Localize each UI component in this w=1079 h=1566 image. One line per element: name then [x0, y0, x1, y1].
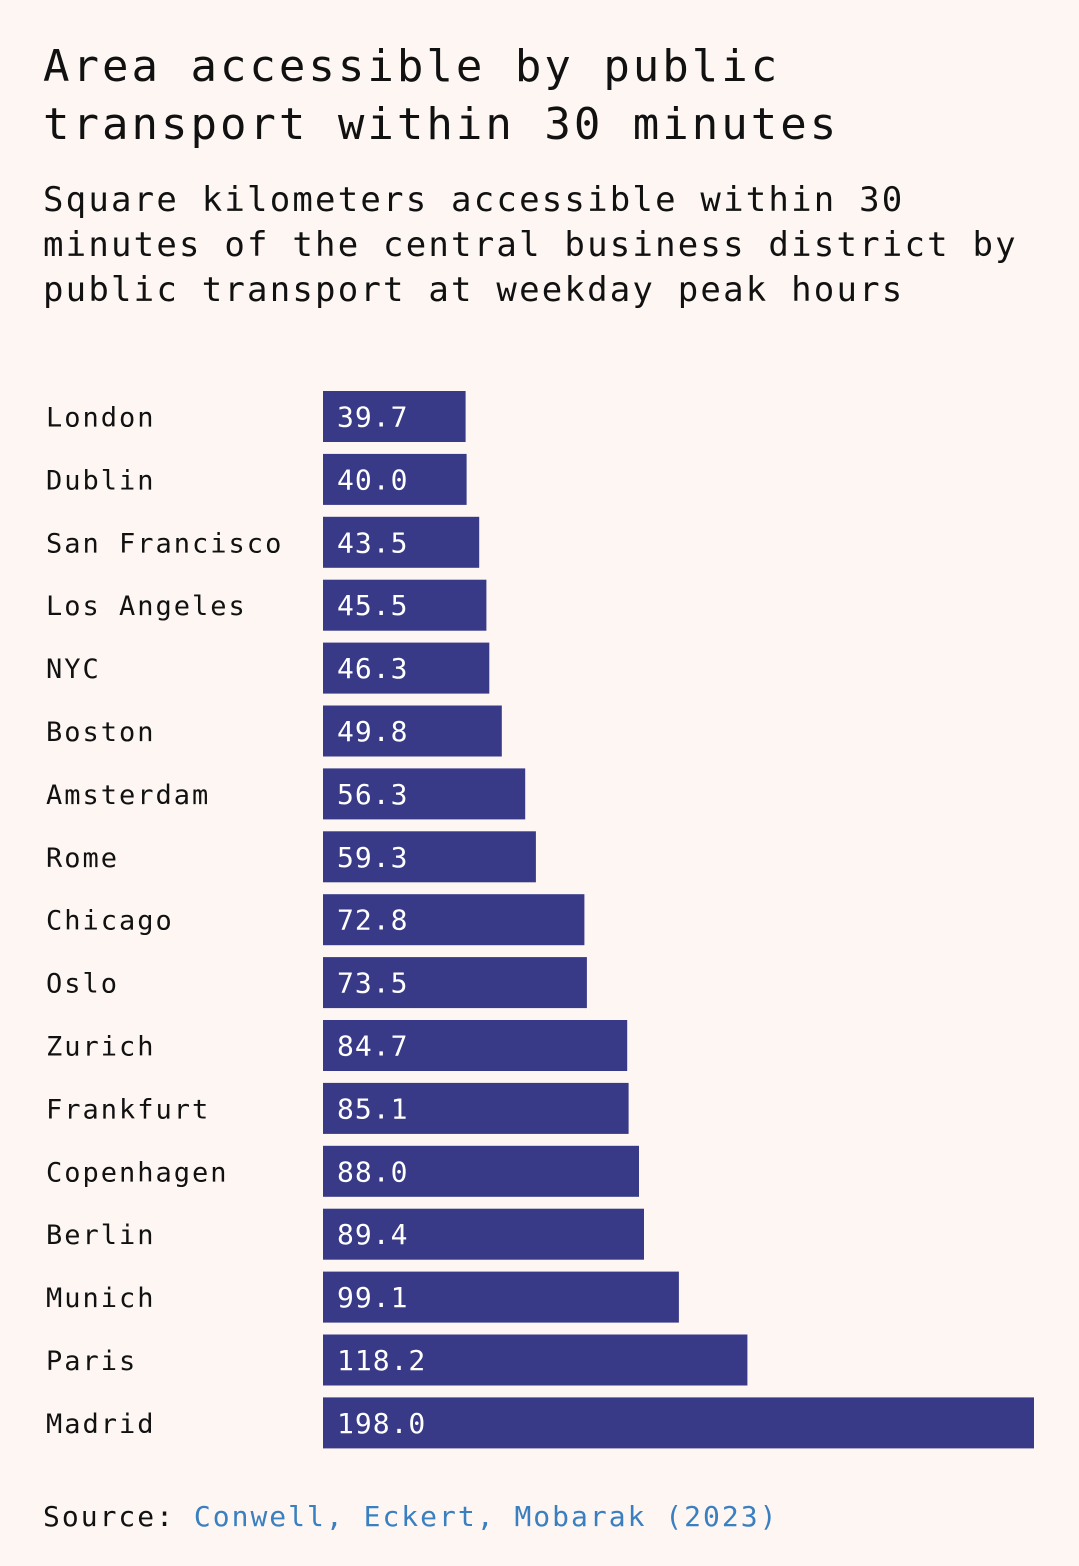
- category-label: Amsterdam: [46, 780, 210, 811]
- value-label: 46.3: [337, 652, 408, 685]
- bar: [323, 1082, 629, 1134]
- value-label: 85.1: [337, 1092, 408, 1125]
- chart-title: Area accessible by public transport with…: [43, 41, 840, 150]
- value-label: 73.5: [337, 967, 408, 1000]
- category-label: Dublin: [46, 465, 156, 496]
- value-label: 89.4: [337, 1218, 408, 1251]
- category-label: Munich: [46, 1283, 156, 1314]
- category-label: Oslo: [46, 969, 119, 1000]
- value-label: 43.5: [337, 526, 408, 559]
- category-label: Copenhagen: [46, 1157, 229, 1188]
- category-label: Rome: [46, 843, 119, 874]
- bar: [323, 831, 536, 883]
- category-label: NYC: [46, 654, 101, 685]
- value-label: 45.5: [337, 589, 408, 622]
- category-label: London: [46, 403, 156, 434]
- chart-subtitle: Square kilometers accessible within 30 m…: [43, 180, 1018, 310]
- category-label: Zurich: [46, 1032, 156, 1063]
- source-line: Source: Conwell, Eckert, Mobarak (2023): [43, 1500, 778, 1533]
- category-label: San Francisco: [46, 528, 283, 559]
- value-label: 56.3: [337, 778, 408, 811]
- value-label: 49.8: [337, 715, 408, 748]
- value-label: 118.2: [337, 1344, 426, 1377]
- category-label: Berlin: [46, 1220, 156, 1251]
- value-label: 39.7: [337, 401, 408, 434]
- bar: [323, 957, 587, 1009]
- bar: [323, 642, 490, 694]
- bar: [323, 1334, 748, 1386]
- value-label: 198.0: [337, 1407, 426, 1440]
- bar: [323, 391, 466, 442]
- bar: [323, 579, 487, 631]
- bar: [323, 894, 585, 946]
- bar: [323, 705, 502, 757]
- value-label: 59.3: [337, 841, 408, 874]
- category-label: Frankfurt: [46, 1094, 210, 1125]
- bar: [323, 1145, 639, 1197]
- bar: [323, 1397, 1034, 1449]
- category-label: Los Angeles: [46, 591, 247, 622]
- value-label: 99.1: [337, 1281, 408, 1314]
- source-prefix: Source:: [43, 1500, 176, 1533]
- value-label: 84.7: [337, 1030, 408, 1063]
- bar: [323, 1208, 644, 1260]
- source-link[interactable]: Conwell, Eckert, Mobarak (2023): [193, 1500, 779, 1533]
- category-label: Chicago: [46, 906, 174, 937]
- value-label: 40.0: [337, 463, 408, 496]
- category-label: Boston: [46, 717, 156, 748]
- bar-chart: London 39.7 Dublin 40.0 San Francisco 43.5 Los…: [46, 391, 1034, 1449]
- bar: [323, 516, 480, 568]
- bar: [323, 1271, 679, 1323]
- value-label: 72.8: [337, 904, 408, 937]
- category-label: Madrid: [46, 1409, 156, 1440]
- bar: [323, 453, 467, 505]
- bar: [323, 768, 526, 820]
- bar: [323, 1020, 628, 1071]
- category-label: Paris: [46, 1346, 137, 1377]
- value-label: 88.0: [337, 1155, 408, 1188]
